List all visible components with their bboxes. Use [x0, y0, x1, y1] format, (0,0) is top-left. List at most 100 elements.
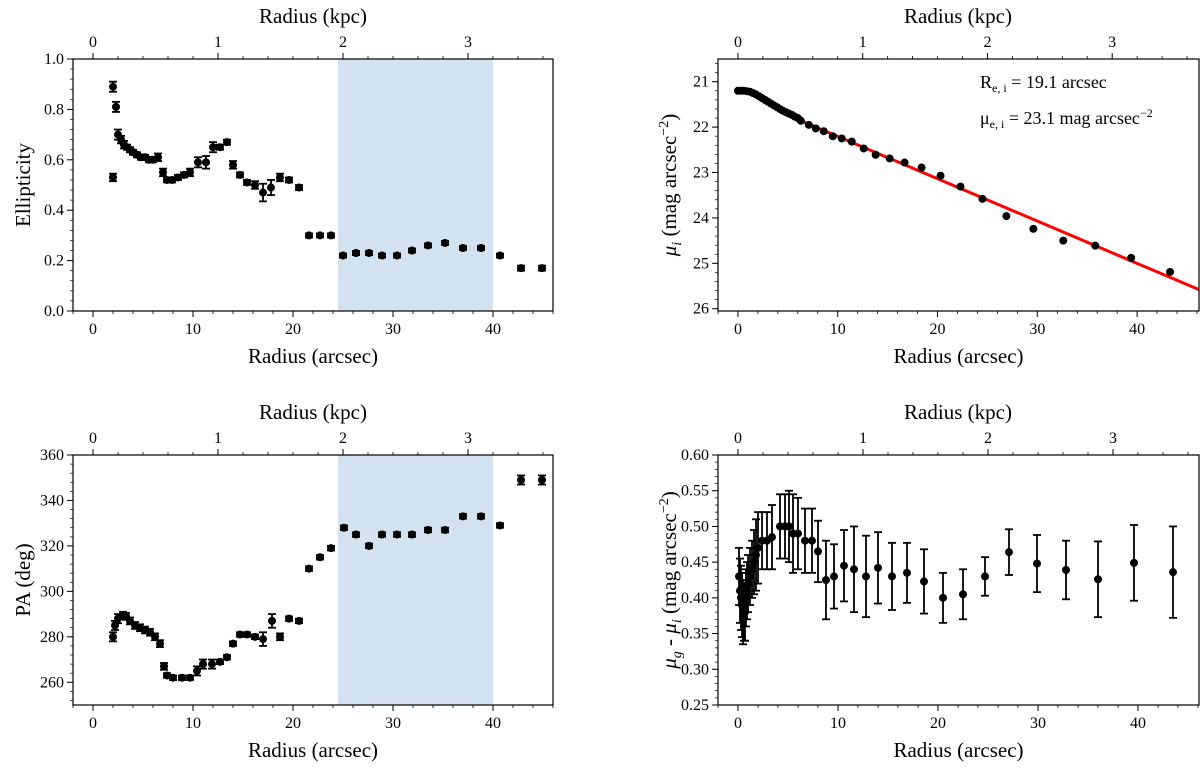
- data-point: [822, 576, 830, 584]
- y-tick-label: 0.40: [681, 590, 709, 607]
- data-point: [295, 616, 303, 625]
- panel-position-angle: 0 10 20 30 40 0 1 2 3 260 280 300 320 340 360 Radius (a…: [11, 400, 554, 762]
- data-point: [316, 553, 324, 562]
- y-tick-label: 0.55: [681, 483, 709, 500]
- data-point: [285, 175, 293, 184]
- y-tick-label: 340: [40, 492, 64, 509]
- y-tick-label: 22: [693, 119, 709, 136]
- data-point: [316, 231, 324, 240]
- data-point: [1059, 236, 1068, 245]
- x-tick-label: 0: [89, 321, 97, 338]
- data-point: [804, 120, 813, 129]
- data-point: [850, 565, 858, 574]
- data-point: [477, 512, 485, 521]
- data-point: [365, 541, 373, 550]
- data-point: [236, 630, 244, 639]
- x-tick-label: 10: [830, 321, 846, 338]
- top-x-tick-label: 3: [464, 34, 472, 51]
- data-point: [169, 673, 177, 682]
- label-part: −2: [657, 498, 672, 513]
- data-point: [168, 175, 176, 184]
- data-point: [216, 657, 224, 666]
- label-part: R: [980, 72, 992, 92]
- data-point: [202, 158, 210, 167]
- y-axis-label: Ellipticity: [11, 143, 35, 227]
- data-point: [174, 173, 182, 182]
- data-point: [743, 586, 751, 595]
- top-x-tick-label: 0: [89, 430, 97, 447]
- data-point: [814, 547, 822, 556]
- x-tick-label: 20: [930, 321, 946, 338]
- label-part: (mag arcsec: [657, 513, 681, 619]
- data-point: [285, 614, 293, 623]
- y-axis-label: μg - μi (mag arcsec−2): [657, 491, 685, 670]
- data-point: [794, 529, 802, 538]
- data-point: [267, 183, 275, 192]
- data-point: [305, 231, 313, 240]
- label-part: (mag arcsec: [657, 136, 681, 242]
- label-part: ): [657, 491, 681, 498]
- data-point: [1127, 253, 1136, 262]
- y-tick-label: 0.4: [44, 202, 64, 219]
- data-point: [229, 160, 237, 169]
- data-point: [517, 264, 525, 273]
- data-point: [796, 116, 805, 125]
- data-point: [259, 635, 267, 644]
- x-tick-label: 40: [485, 715, 501, 732]
- data-point: [888, 572, 896, 581]
- x-tick-label: 10: [185, 321, 201, 338]
- data-point: [862, 572, 870, 581]
- label-part: μ: [980, 108, 990, 128]
- data-point: [900, 158, 909, 167]
- data-point: [340, 523, 348, 532]
- data-point: [1130, 558, 1138, 567]
- data-point: [194, 158, 202, 167]
- data-point: [785, 522, 793, 531]
- top-x-tick-label: 1: [214, 430, 222, 447]
- y-tick-label: 0.35: [681, 626, 709, 643]
- top-x-tick-label: 2: [339, 34, 347, 51]
- data-point: [223, 138, 231, 147]
- data-point: [917, 163, 926, 172]
- label-part: ): [657, 114, 681, 121]
- top-x-tick-label: 1: [859, 34, 867, 51]
- data-point: [496, 521, 504, 530]
- data-point: [159, 168, 167, 177]
- data-point: [459, 244, 467, 252]
- plot-frame: [72, 58, 554, 312]
- data-point: [517, 476, 525, 484]
- data-point: [441, 238, 449, 247]
- data-point: [978, 194, 987, 203]
- shaded-region: [338, 59, 493, 311]
- data-point: [160, 662, 168, 671]
- data-point: [840, 561, 848, 570]
- data-point: [768, 533, 776, 542]
- data-point: [276, 632, 284, 641]
- panel-color-profile: 0 10 20 30 40 0 1 2 3 0.25 0.30 0.35 0.40 0.45 0.50 0.5…: [657, 400, 1200, 762]
- x-tick-label: 10: [185, 715, 201, 732]
- data-point: [1094, 575, 1102, 584]
- data-point: [163, 671, 171, 680]
- data-point: [268, 616, 276, 625]
- x-tick-label: 30: [1029, 321, 1045, 338]
- y-tick-label: 280: [40, 629, 64, 646]
- data-point: [1029, 224, 1038, 233]
- label-part: i: [670, 242, 685, 246]
- y-tick-label: 320: [40, 538, 64, 555]
- x-tick-label: 0: [89, 715, 97, 732]
- data-point: [1091, 241, 1100, 250]
- data-point: [209, 143, 217, 152]
- y-tick-label: 1.0: [44, 51, 64, 68]
- x-axis-label: Radius (arcsec): [248, 344, 378, 368]
- top-x-tick-label: 1: [214, 34, 222, 51]
- y-tick-label: 300: [40, 583, 64, 600]
- annotation: Re, i = 19.1 arcsec: [980, 72, 1107, 95]
- label-part: = 23.1 mag arcsec: [1004, 108, 1140, 128]
- panel-ellipticity: 0 10 20 30 40 0 1 2 3 0.0 0.2 0.4 0.6 0.8 1.0 Radius (a…: [11, 4, 554, 368]
- x-axis-label: Radius (arcsec): [893, 344, 1023, 368]
- y-tick-label: 0.45: [681, 554, 709, 571]
- data-point: [305, 564, 313, 573]
- y-tick-label: 0.50: [681, 518, 709, 535]
